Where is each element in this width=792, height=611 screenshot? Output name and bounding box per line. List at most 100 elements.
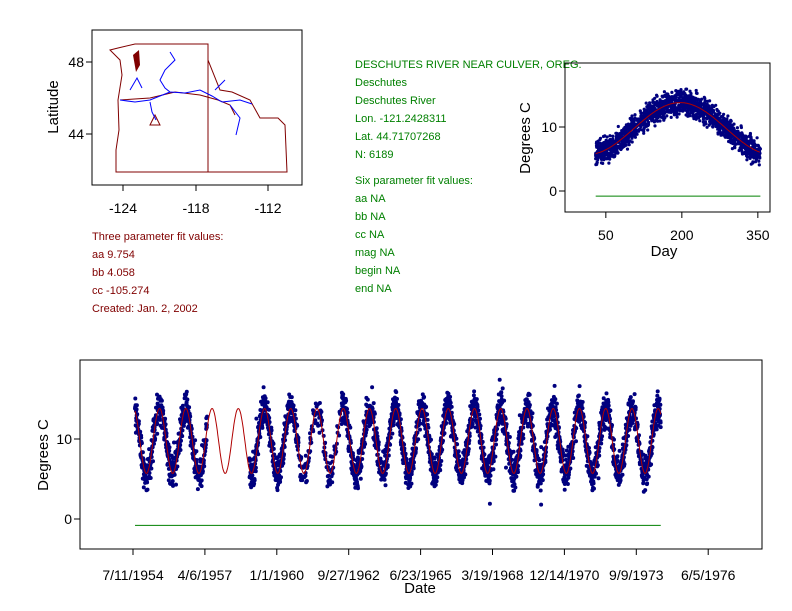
date-data-point — [626, 434, 631, 438]
date-data-point — [562, 487, 567, 492]
date-data-point — [396, 403, 401, 407]
date-data-point — [263, 396, 268, 401]
date-data-point — [654, 427, 659, 432]
date-data-point — [356, 486, 360, 491]
date-data-point — [658, 402, 663, 407]
date-data-point — [553, 397, 558, 402]
three-param-aa: aa 9.754 — [92, 249, 135, 261]
date-data-point — [502, 398, 507, 403]
day-data-point — [675, 115, 679, 119]
date-xtick-label: 6/5/1976 — [681, 567, 736, 583]
six-param-mag: mag NA — [355, 247, 395, 259]
date-xtick-label: 9/9/1973 — [609, 567, 664, 583]
date-data-point — [521, 436, 526, 441]
date-data-point — [278, 479, 283, 484]
date-data-point — [425, 412, 430, 417]
date-data-point — [317, 401, 322, 405]
date-data-point — [432, 456, 437, 461]
date-data-point — [202, 464, 207, 469]
day-data-point — [669, 115, 673, 119]
date-data-point — [159, 398, 164, 403]
day-data-point — [739, 124, 743, 128]
date-data-point — [261, 385, 266, 390]
date-xtick-label: 3/19/1968 — [461, 567, 523, 583]
three-param-created: Created: Jan. 2, 2002 — [92, 303, 198, 315]
date-data-point — [291, 403, 296, 408]
date-data-point — [499, 394, 504, 399]
date-xlabel: Date — [404, 580, 436, 597]
date-data-point — [631, 399, 635, 404]
date-data-point — [345, 410, 350, 415]
map-ytick-label: 44 — [68, 126, 84, 142]
date-xtick-label: 12/14/1970 — [529, 567, 599, 583]
date-data-point — [514, 474, 519, 479]
date-data-point — [157, 417, 162, 422]
day-data-point — [630, 114, 634, 118]
map-ylabel: Latitude — [45, 80, 62, 133]
date-xtick-label: 1/1/1960 — [250, 567, 305, 583]
date-data-point — [632, 392, 637, 397]
date-data-point — [394, 390, 399, 395]
date-data-point — [552, 383, 557, 388]
date-data-point — [645, 481, 650, 486]
date-data-point — [494, 442, 498, 447]
date-data-point — [527, 392, 532, 397]
date-data-point — [471, 393, 476, 398]
date-data-point — [267, 407, 271, 412]
rivers — [119, 51, 253, 136]
date-data-point — [580, 400, 585, 404]
date-data-point — [358, 476, 363, 481]
date-ytick-label: 0 — [64, 511, 72, 527]
date-data-point — [200, 469, 205, 474]
date-data-point — [439, 459, 444, 463]
six-param-cc: cc NA — [355, 229, 385, 241]
date-data-point — [627, 427, 632, 432]
day-data-point — [607, 161, 611, 165]
date-data-point — [649, 462, 654, 467]
date-data-point — [448, 400, 453, 405]
date-data-point — [365, 397, 370, 402]
date-data-point — [364, 427, 369, 432]
date-data-point — [595, 463, 600, 468]
day-data-point — [627, 143, 631, 147]
date-data-point — [180, 434, 185, 439]
date-data-point — [281, 461, 286, 466]
date-data-point — [596, 476, 601, 481]
day-data-point — [616, 124, 620, 129]
date-data-point — [449, 404, 454, 409]
date-data-point — [199, 478, 204, 483]
date-data-point — [540, 478, 545, 483]
date-data-point — [527, 403, 532, 407]
date-data-point — [260, 425, 265, 430]
date-data-point — [435, 475, 440, 480]
six-param-end: end NA — [355, 283, 392, 295]
date-data-point — [513, 485, 518, 490]
day-data-point — [735, 126, 740, 130]
date-data-point — [658, 420, 663, 425]
date-data-point — [348, 425, 353, 430]
date-data-point — [390, 431, 395, 436]
date-data-point — [537, 458, 542, 463]
date-data-point — [194, 449, 199, 454]
six-param-bb: bb NA — [355, 211, 386, 223]
station-n: N: 6189 — [355, 149, 394, 161]
date-data-point — [293, 408, 298, 413]
date-data-point — [383, 483, 388, 488]
date-data-point — [383, 471, 388, 476]
date-data-point — [167, 445, 172, 450]
date-data-point — [574, 439, 578, 444]
day-data-point — [633, 113, 637, 117]
date-data-point — [250, 473, 255, 478]
date-data-point — [149, 466, 154, 471]
date-data-point — [615, 454, 620, 459]
date-data-point — [304, 479, 309, 483]
date-data-point — [554, 401, 559, 406]
date-data-point — [187, 405, 192, 410]
date-data-point — [504, 465, 508, 470]
date-data-point — [475, 404, 480, 409]
six-param-heading: Six parameter fit values: — [355, 175, 473, 187]
day-data-point — [722, 112, 726, 116]
date-data-point — [330, 480, 335, 485]
date-data-point — [600, 434, 605, 439]
date-data-point — [438, 468, 443, 473]
